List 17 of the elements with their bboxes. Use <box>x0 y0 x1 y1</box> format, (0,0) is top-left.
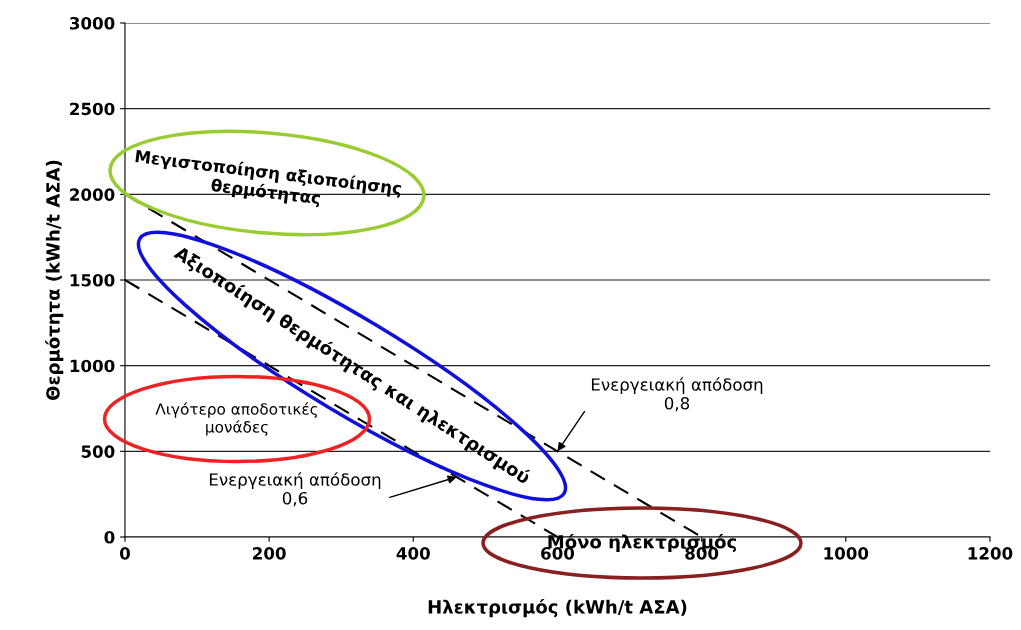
y-tick-label: 2500 <box>70 102 115 116</box>
y-axis-title: Θερμότητα (kWh/t ΑΣΑ) <box>45 160 64 400</box>
y-tick-label: 3000 <box>69 16 115 30</box>
x-tick-label: 1200 <box>968 547 1013 560</box>
x-tick-label: 0 <box>119 547 130 560</box>
y-tick-label: 0 <box>104 530 115 544</box>
y-tick-label: 500 <box>81 445 115 458</box>
x-tick-label: 400 <box>396 547 430 560</box>
y-tick-label: 1000 <box>70 359 115 373</box>
annotation: Λιγότερο αποδοτικές μονάδες <box>155 402 318 436</box>
x-axis-title: Ηλεκτρισμός (kWh/t ΑΣΑ) <box>428 598 687 618</box>
x-tick-label: 1000 <box>824 547 869 560</box>
x-tick-label: 200 <box>253 547 286 560</box>
annotation: Ενεργειακή απόδοση 0,6 <box>209 472 381 507</box>
y-tick-label: 2000 <box>70 188 115 201</box>
y-tick-label: 1500 <box>70 273 115 287</box>
annotation: Ενεργειακή απόδοση 0,8 <box>591 377 763 412</box>
